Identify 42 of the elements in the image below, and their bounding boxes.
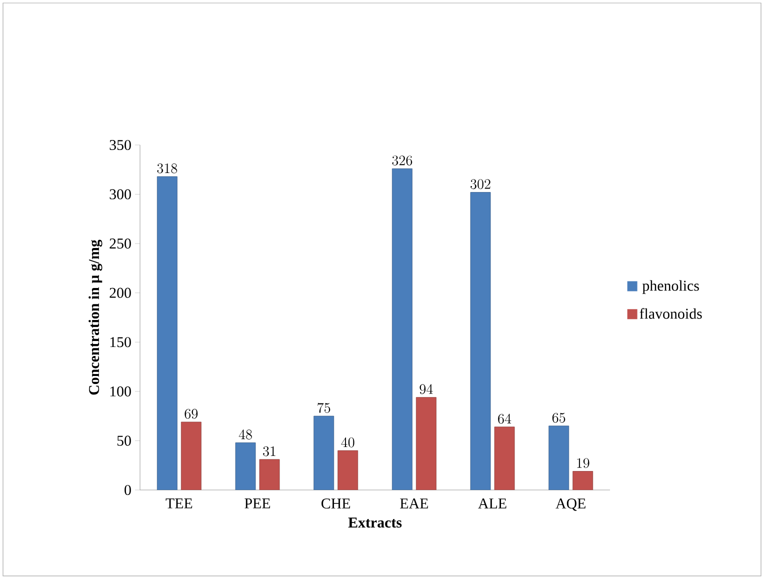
- bar: [235, 442, 256, 490]
- bar: [259, 459, 280, 490]
- x-tick-label: TEE: [166, 498, 192, 508]
- data-label: 302: [470, 179, 490, 190]
- y-tick-label: 300: [110, 189, 131, 200]
- data-label: 65: [552, 412, 566, 423]
- y-tick-label: 250: [110, 238, 131, 249]
- bar: [494, 426, 515, 490]
- bar: [392, 168, 412, 490]
- bar: [180, 422, 202, 490]
- x-tick-label: EAE: [400, 498, 428, 508]
- bar: [470, 192, 491, 490]
- data-label: 19: [577, 458, 590, 468]
- data-label: 40: [341, 437, 354, 448]
- y-tick-label: 50: [117, 436, 131, 446]
- data-label: 48: [238, 429, 252, 440]
- data-label: 94: [420, 384, 433, 394]
- x-tick-label: ALE: [478, 498, 506, 508]
- bar: [156, 176, 178, 490]
- x-tick-label: PEE: [244, 498, 270, 508]
- y-axis-title: Concentration in μ g/mg: [88, 240, 102, 395]
- y-tick-label: 200: [110, 288, 131, 298]
- bar: [338, 450, 358, 490]
- data-label: 69: [184, 408, 198, 419]
- data-label: 318: [157, 163, 178, 174]
- y-tick-label: 150: [110, 337, 131, 348]
- x-tick-label: AQE: [556, 498, 586, 511]
- x-axis-title: Extracts: [348, 518, 402, 528]
- data-label: 75: [318, 402, 330, 413]
- y-tick-label: 100: [110, 386, 131, 396]
- bar: [572, 471, 594, 490]
- y-tick-label: 350: [110, 140, 131, 150]
- data-label: 64: [498, 414, 512, 424]
- legend-label: flavonoids: [640, 308, 702, 319]
- bar: [548, 426, 570, 490]
- bar: [416, 397, 436, 490]
- data-label: 326: [392, 156, 412, 166]
- y-tick-label: 0: [124, 484, 131, 496]
- x-tick-label: CHE: [322, 498, 350, 509]
- legend-label: phenolics: [642, 280, 699, 294]
- bar: [314, 416, 334, 490]
- data-label: 31: [263, 446, 276, 456]
